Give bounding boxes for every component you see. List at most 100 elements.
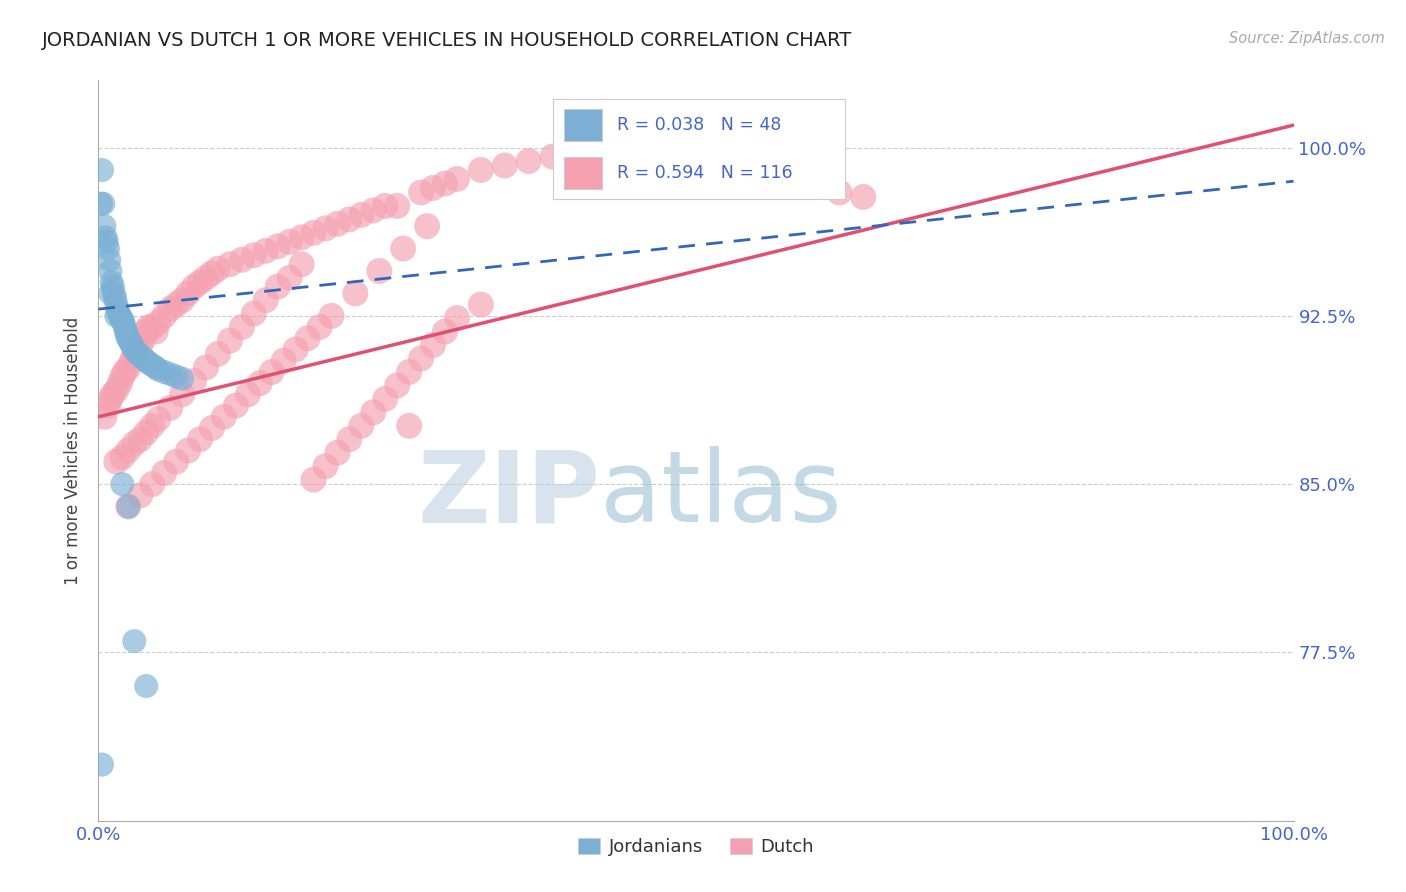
Point	[308, 320, 330, 334]
Point	[120, 335, 142, 350]
Point	[98, 286, 122, 301]
Point	[398, 365, 420, 379]
Point	[344, 286, 367, 301]
Point	[398, 418, 420, 433]
Point	[254, 244, 277, 258]
Point	[225, 399, 247, 413]
Point	[124, 347, 146, 361]
Point	[132, 351, 155, 366]
Point	[637, 145, 659, 159]
Point	[685, 154, 707, 169]
Point	[138, 320, 160, 334]
Point	[231, 252, 253, 267]
Point	[422, 181, 444, 195]
Point	[165, 298, 187, 312]
Point	[291, 257, 314, 271]
Point	[138, 356, 160, 370]
Point	[121, 338, 143, 352]
Point	[145, 360, 167, 375]
Point	[93, 409, 115, 424]
Point	[339, 432, 361, 446]
Point	[103, 286, 125, 301]
Point	[91, 196, 114, 211]
Point	[148, 412, 170, 426]
Point	[446, 172, 468, 186]
Point	[111, 369, 134, 384]
Point	[172, 372, 194, 386]
Point	[153, 466, 176, 480]
Point	[141, 320, 163, 334]
Y-axis label: 1 or more Vehicles in Household: 1 or more Vehicles in Household	[65, 317, 83, 584]
Point	[129, 349, 152, 363]
Point	[249, 376, 271, 391]
Legend: Jordanians, Dutch: Jordanians, Dutch	[571, 830, 821, 863]
Point	[434, 177, 457, 191]
Point	[117, 360, 139, 375]
Point	[117, 443, 139, 458]
Point	[148, 362, 170, 376]
Point	[212, 409, 235, 424]
Point	[94, 230, 117, 244]
Point	[159, 367, 181, 381]
Point	[114, 365, 136, 379]
Point	[231, 320, 253, 334]
Point	[243, 307, 266, 321]
Point	[93, 219, 115, 233]
Point	[98, 252, 121, 267]
Point	[91, 163, 114, 178]
Point	[236, 387, 259, 401]
Point	[159, 401, 181, 415]
Point	[278, 270, 301, 285]
Point	[326, 217, 349, 231]
Point	[90, 196, 112, 211]
Point	[135, 353, 157, 368]
Point	[368, 264, 391, 278]
Text: ZIP: ZIP	[418, 446, 600, 543]
Point	[110, 311, 132, 326]
Point	[745, 163, 768, 178]
Point	[219, 334, 242, 348]
Point	[172, 387, 194, 401]
Point	[852, 190, 875, 204]
Point	[117, 500, 139, 514]
Point	[111, 477, 134, 491]
Point	[172, 293, 194, 307]
Point	[494, 159, 516, 173]
Point	[470, 163, 492, 178]
Point	[135, 425, 157, 440]
Point	[115, 325, 138, 339]
Point	[108, 376, 131, 391]
Text: JORDANIAN VS DUTCH 1 OR MORE VEHICLES IN HOUSEHOLD CORRELATION CHART: JORDANIAN VS DUTCH 1 OR MORE VEHICLES IN…	[42, 31, 852, 50]
Point	[207, 347, 229, 361]
Point	[374, 199, 396, 213]
Point	[284, 343, 307, 357]
Point	[297, 331, 319, 345]
Point	[315, 221, 337, 235]
Point	[98, 392, 122, 406]
Point	[129, 338, 152, 352]
Point	[141, 358, 163, 372]
Point	[207, 261, 229, 276]
Point	[124, 634, 146, 648]
Point	[96, 235, 118, 249]
Point	[374, 392, 396, 406]
Point	[141, 477, 163, 491]
Point	[219, 257, 242, 271]
Point	[153, 309, 176, 323]
Point	[260, 365, 283, 379]
Point	[165, 455, 187, 469]
Point	[124, 343, 146, 357]
Point	[107, 302, 129, 317]
Point	[326, 446, 349, 460]
Point	[363, 405, 385, 419]
Point	[243, 248, 266, 262]
Point	[195, 360, 218, 375]
Point	[273, 353, 295, 368]
Point	[385, 199, 409, 213]
Point	[105, 455, 128, 469]
Point	[589, 145, 612, 159]
Point	[108, 309, 131, 323]
Point	[127, 347, 149, 361]
Point	[565, 145, 588, 159]
Point	[339, 212, 361, 227]
